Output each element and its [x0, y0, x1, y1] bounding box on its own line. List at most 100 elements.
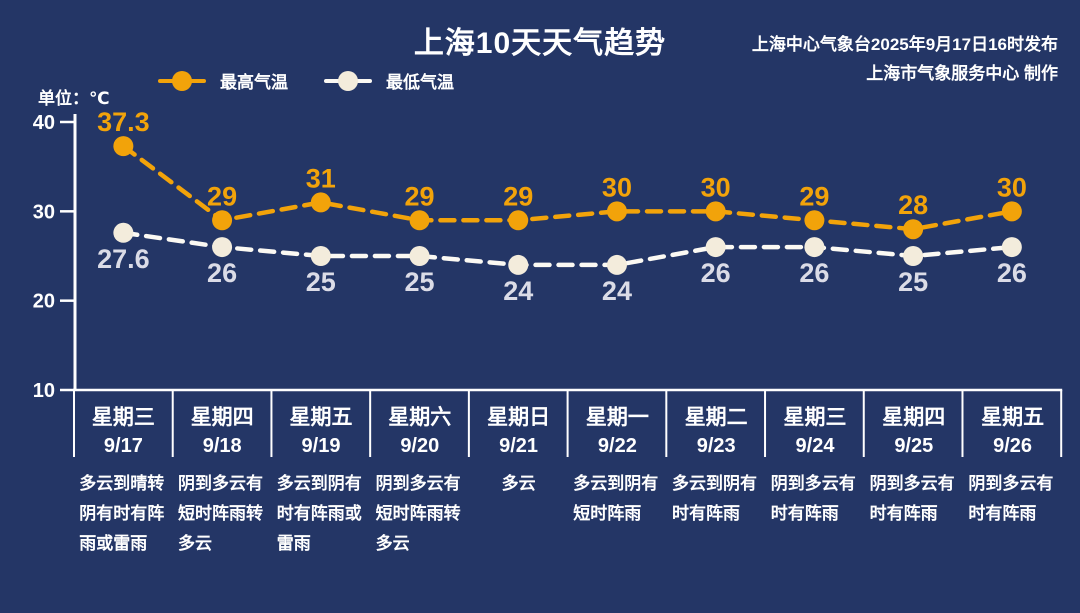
high-temp-marker-icon — [158, 70, 206, 92]
weekday-label: 星期二 — [684, 406, 748, 429]
weather-text: 阴到多云有时有阵雨 — [968, 474, 1054, 523]
low-value-label: 27.6 — [97, 244, 150, 274]
weather-description: 多云到阴有时有阵雨 — [667, 469, 766, 529]
high-value-label: 31 — [306, 163, 336, 193]
low-series-point — [310, 246, 331, 266]
weather-text: 多云到晴转阴有时有阵雨或雷雨 — [79, 474, 165, 553]
high-series-point — [1001, 201, 1022, 222]
high-value-label: 29 — [404, 181, 434, 211]
day-column: 星期六 9/20 阴到多云有短时阵雨转多云 — [370, 392, 469, 559]
high-series-point — [310, 192, 331, 213]
high-series-line — [121, 143, 1015, 232]
day-column: 星期二 9/23 多云到阴有时有阵雨 — [667, 392, 766, 559]
low-value-label: 25 — [898, 267, 928, 297]
low-series-point — [508, 254, 529, 275]
weekday-label: 星期五 — [289, 406, 353, 429]
weather-description: 阴到多云有时有阵雨 — [963, 469, 1062, 529]
weather-text: 多云到阴有短时阵雨 — [573, 474, 659, 523]
low-value-label: 26 — [207, 258, 237, 288]
low-series-point — [1001, 237, 1022, 258]
low-series-point — [804, 237, 825, 258]
y-tick-label: 10 — [33, 380, 55, 402]
weekday-label: 星期一 — [585, 406, 649, 429]
day-grid: 星期三 9/17 多云到晴转阴有时有阵雨或雷雨 星期四 9/18 阴到多云有短时… — [74, 392, 1062, 559]
high-series-point — [903, 219, 924, 240]
high-value-label: 28 — [898, 190, 928, 220]
legend-item-low: 最低气温 — [324, 68, 454, 93]
weekday-label: 星期六 — [388, 406, 452, 429]
date-label: 9/18 — [202, 435, 242, 457]
weather-text: 阴到多云有短时阵雨转多云 — [375, 474, 461, 553]
weather-text: 阴到多云有时有阵雨 — [770, 474, 856, 523]
weather-text: 阴到多云有时有阵雨 — [869, 474, 955, 523]
high-series-point — [508, 210, 529, 231]
source-line-issued: 上海中心气象台2025年9月17日16时发布 — [751, 35, 1058, 54]
low-value-label: 25 — [404, 267, 434, 297]
day-column: 星期三 9/17 多云到晴转阴有时有阵雨或雷雨 — [74, 392, 173, 559]
low-value-label: 24 — [602, 276, 632, 306]
high-value-label: 37.3 — [97, 107, 150, 137]
weather-description: 多云 — [469, 469, 568, 499]
y-tick-label: 30 — [33, 201, 55, 223]
high-value-label: 29 — [799, 181, 829, 211]
day-column: 星期一 9/22 多云到阴有短时阵雨 — [568, 392, 667, 559]
date-label: 9/25 — [894, 435, 934, 457]
weather-description: 多云到晴转阴有时有阵雨或雷雨 — [74, 469, 173, 559]
high-series-point — [606, 201, 627, 222]
unit-label: 单位：℃ — [38, 89, 110, 108]
page-title: 上海10天天气趋势 — [413, 27, 667, 60]
source-attribution: 上海中心气象台2025年9月17日16时发布 上海市气象服务中心 制作 — [752, 30, 1058, 88]
weather-text: 多云 — [501, 474, 536, 493]
date-label: 9/20 — [400, 435, 440, 457]
y-tick-label: 40 — [33, 112, 55, 134]
low-series-point — [212, 237, 233, 258]
high-value-label: 30 — [701, 172, 731, 202]
date-label: 9/19 — [301, 435, 341, 457]
chart-legend: 最高气温 最低气温 — [158, 68, 454, 93]
low-series-point — [606, 254, 627, 275]
low-series-line — [121, 230, 1015, 268]
low-series-point — [409, 246, 430, 266]
weather-description: 多云到阴有时有阵雨或雷雨 — [272, 469, 371, 559]
legend-item-high: 最高气温 — [158, 68, 288, 93]
low-value-label: 26 — [701, 258, 731, 288]
weather-description: 阴到多云有短时阵雨转多云 — [370, 469, 469, 559]
day-column: 星期五 9/26 阴到多云有时有阵雨 — [963, 392, 1062, 559]
weather-description: 阴到多云有时有阵雨 — [766, 469, 865, 529]
weekday-label: 星期五 — [981, 406, 1045, 429]
weather-text: 多云到阴有时有阵雨或雷雨 — [276, 474, 362, 553]
day-column: 星期日 9/21 多云 — [469, 392, 568, 559]
date-label: 9/24 — [795, 435, 835, 457]
high-value-label: 30 — [602, 172, 632, 202]
weather-text: 阴到多云有短时阵雨转多云 — [178, 474, 263, 553]
high-value-label: 29 — [503, 181, 533, 211]
weather-description: 阴到多云有时有阵雨 — [864, 469, 963, 529]
low-value-label: 26 — [997, 258, 1027, 288]
low-series-point — [705, 237, 726, 258]
high-series-point — [705, 201, 726, 222]
date-label: 9/22 — [597, 435, 637, 457]
weekday-label: 星期四 — [882, 406, 946, 429]
day-column: 星期四 9/18 阴到多云有短时阵雨转多云 — [173, 392, 272, 559]
day-column: 星期三 9/24 阴到多云有时有阵雨 — [766, 392, 865, 559]
high-value-label: 29 — [207, 181, 237, 211]
high-value-label: 30 — [997, 172, 1027, 202]
date-label: 9/17 — [103, 435, 143, 457]
low-value-label: 25 — [306, 267, 336, 297]
date-label: 9/26 — [993, 435, 1033, 457]
day-column: 星期五 9/19 多云到阴有时有阵雨或雷雨 — [272, 392, 371, 559]
date-label: 9/21 — [499, 435, 539, 457]
low-series-point — [113, 222, 134, 243]
high-series-point — [804, 210, 825, 231]
weather-text: 多云到阴有时有阵雨 — [672, 474, 757, 523]
high-series-point — [113, 136, 134, 157]
source-line-producer: 上海市气象服务中心 制作 — [866, 64, 1058, 83]
legend-label-low: 最低气温 — [386, 73, 454, 92]
low-value-label: 26 — [799, 258, 829, 288]
low-temp-marker-icon — [324, 70, 372, 92]
day-column: 星期四 9/25 阴到多云有时有阵雨 — [864, 392, 963, 559]
weekday-label: 星期三 — [91, 406, 155, 429]
high-series-point — [409, 210, 430, 231]
legend-label-high: 最高气温 — [220, 73, 288, 92]
